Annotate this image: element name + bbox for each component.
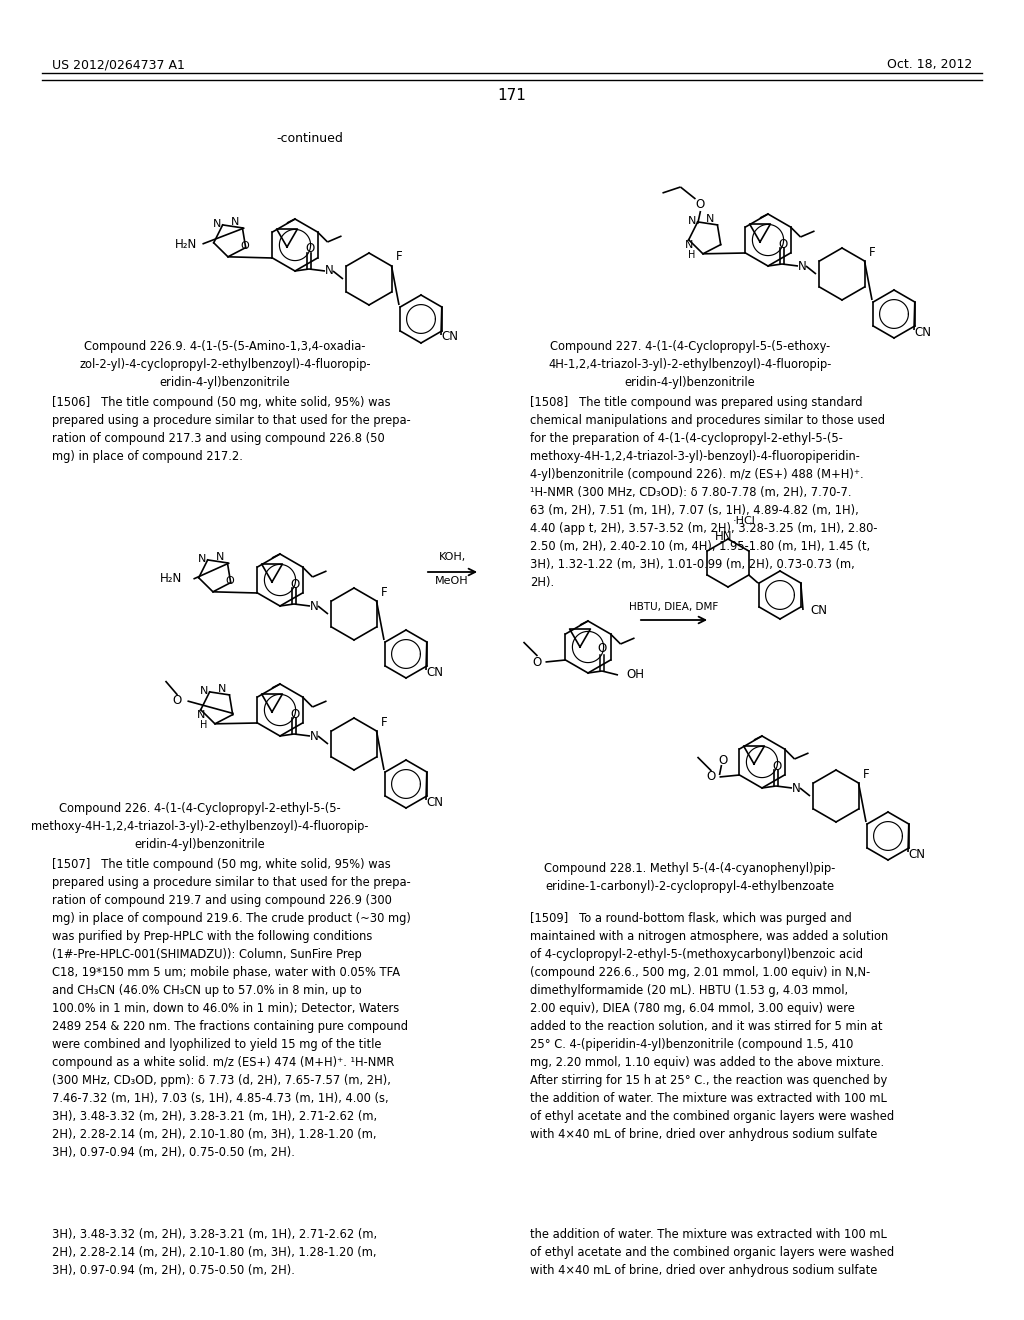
Text: O: O	[291, 578, 300, 590]
Text: N: N	[231, 216, 240, 227]
Text: N: N	[792, 781, 801, 795]
Text: N: N	[325, 264, 334, 277]
Text: CN: CN	[914, 326, 932, 338]
Text: 3H), 3.48-3.32 (m, 2H), 3.28-3.21 (m, 1H), 2.71-2.62 (m,
2H), 2.28-2.14 (m, 2H),: 3H), 3.48-3.32 (m, 2H), 3.28-3.21 (m, 1H…	[52, 1228, 377, 1276]
Text: Oct. 18, 2012: Oct. 18, 2012	[887, 58, 972, 71]
Text: [1509]   To a round-bottom flask, which was purged and
maintained with a nitroge: [1509] To a round-bottom flask, which wa…	[530, 912, 894, 1140]
Text: N: N	[309, 599, 318, 612]
Text: [1506]   The title compound (50 mg, white solid, 95%) was
prepared using a proce: [1506] The title compound (50 mg, white …	[52, 396, 411, 463]
Text: OH: OH	[626, 668, 644, 681]
Text: CN: CN	[908, 847, 926, 861]
Text: N: N	[218, 684, 226, 694]
Text: F: F	[381, 715, 387, 729]
Text: N: N	[688, 216, 696, 226]
Text: [1507]   The title compound (50 mg, white solid, 95%) was
prepared using a proce: [1507] The title compound (50 mg, white …	[52, 858, 411, 1159]
Text: H₂N: H₂N	[160, 573, 182, 586]
Text: N: N	[198, 710, 206, 719]
Text: MeOH: MeOH	[435, 576, 469, 586]
Text: N: N	[309, 730, 318, 742]
Text: CN: CN	[427, 796, 443, 808]
Text: HBTU, DIEA, DMF: HBTU, DIEA, DMF	[630, 602, 719, 612]
Text: 171: 171	[498, 88, 526, 103]
Text: Compound 227. 4-(1-(4-Cyclopropyl-5-(5-ethoxy-
4H-1,2,4-triazol-3-yl)-2-ethylben: Compound 227. 4-(1-(4-Cyclopropyl-5-(5-e…	[548, 341, 831, 389]
Text: [1508]   The title compound was prepared using standard
chemical manipulations a: [1508] The title compound was prepared u…	[530, 396, 885, 589]
Text: O: O	[778, 238, 787, 251]
Text: KOH,: KOH,	[438, 552, 466, 562]
Text: N: N	[201, 686, 209, 696]
Text: HN: HN	[715, 529, 733, 543]
Text: US 2012/0264737 A1: US 2012/0264737 A1	[52, 58, 185, 71]
Text: N: N	[798, 260, 806, 272]
Text: Compound 228.1. Methyl 5-(4-(4-cyanophenyl)pip-
eridine-1-carbonyl)-2-cyclopropy: Compound 228.1. Methyl 5-(4-(4-cyanophen…	[545, 862, 836, 894]
Text: F: F	[395, 251, 402, 264]
Text: F: F	[862, 767, 869, 780]
Text: CN: CN	[441, 330, 459, 343]
Text: CN: CN	[427, 665, 443, 678]
Text: N: N	[685, 240, 693, 249]
Text: N: N	[216, 552, 224, 562]
Text: F: F	[868, 246, 876, 259]
Text: N: N	[707, 214, 715, 224]
Text: O: O	[772, 759, 781, 772]
Text: Compound 226.9. 4-(1-(5-(5-Amino-1,3,4-oxadia-
zol-2-yl)-4-cyclopropyl-2-ethylbe: Compound 226.9. 4-(1-(5-(5-Amino-1,3,4-o…	[79, 341, 371, 389]
Text: -continued: -continued	[276, 132, 343, 144]
Text: O: O	[719, 755, 728, 767]
Text: H: H	[688, 249, 695, 260]
Text: O: O	[291, 708, 300, 721]
Text: N: N	[199, 554, 207, 564]
Text: O: O	[597, 643, 606, 656]
Text: F: F	[381, 586, 387, 598]
Text: O: O	[305, 243, 314, 256]
Text: H₂N: H₂N	[175, 238, 198, 251]
Text: O: O	[707, 771, 716, 784]
Text: H: H	[200, 719, 207, 730]
Text: O: O	[225, 576, 233, 586]
Text: Compound 226. 4-(1-(4-Cyclopropyl-2-ethyl-5-(5-
methoxy-4H-1,2,4-triazol-3-yl)-2: Compound 226. 4-(1-(4-Cyclopropyl-2-ethy…	[32, 803, 369, 851]
Text: N: N	[213, 219, 221, 228]
Text: O: O	[532, 656, 542, 668]
Text: the addition of water. The mixture was extracted with 100 mL
of ethyl acetate an: the addition of water. The mixture was e…	[530, 1228, 894, 1276]
Text: ·HCl: ·HCl	[733, 516, 756, 525]
Text: CN: CN	[810, 605, 827, 618]
Text: O: O	[696, 198, 706, 211]
Text: O: O	[173, 694, 182, 708]
Text: O: O	[240, 242, 249, 251]
